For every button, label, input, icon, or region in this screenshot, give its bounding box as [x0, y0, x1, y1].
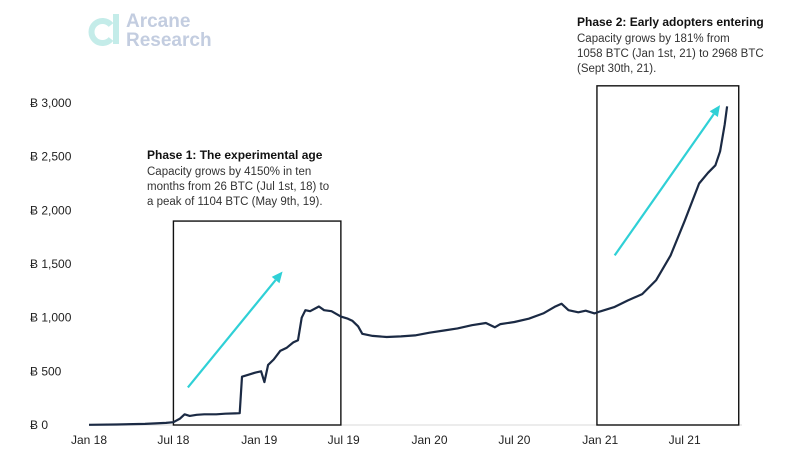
x-tick-label: Jul 18: [157, 433, 189, 447]
y-tick-label: Ƀ 1,000: [30, 311, 72, 325]
y-tick-label: Ƀ 0: [30, 418, 48, 432]
phase1-line1: Capacity grows by 4150% in ten: [147, 166, 311, 178]
phase1-box: [172, 220, 342, 426]
y-tick-label: Ƀ 2,500: [30, 150, 72, 164]
x-tick-label: Jul 20: [498, 433, 530, 447]
x-axis: Jan 18 Jul 18 Jan 19 Jul 19 Jan 20 Jul 20 Jan …: [71, 424, 742, 447]
phase1-line2: months from 26 BTC (Jul 1st, 18) to: [147, 181, 329, 193]
phase2-annotation: Phase 2: Early adopters entering Capacit…: [577, 15, 764, 75]
x-tick-label: Jul 21: [669, 433, 701, 447]
x-tick-label: Jan 21: [582, 433, 618, 447]
y-tick-label: Ƀ 3,000: [30, 96, 72, 110]
logo-mark-icon: [88, 18, 114, 46]
capacity-series-line: [88, 106, 729, 426]
logo-text-line1: Arcane: [126, 11, 190, 32]
y-tick-label: Ƀ 500: [30, 364, 62, 378]
annotation-boxes: [172, 85, 740, 426]
phase2-title: Phase 2: Early adopters entering: [577, 15, 764, 29]
phase1-line3: a peak of 1104 BTC (May 9th, 19).: [147, 196, 323, 208]
y-tick-label: Ƀ 1,500: [30, 257, 72, 271]
phase2-line3: (Sept 30th, 21).: [577, 63, 656, 75]
phase1-title: Phase 1: The experimental age: [147, 148, 323, 162]
phase2-arrow-head-icon: [709, 105, 721, 118]
phase2-line1: Capacity grows by 181% from: [577, 33, 730, 45]
phase2-box: [596, 85, 740, 426]
logo-mark-bar: [113, 14, 119, 44]
x-tick-label: Jul 19: [328, 433, 360, 447]
x-tick-label: Jan 18: [71, 433, 107, 447]
trend-arrows: [187, 105, 721, 389]
phase1-arrow-shaft: [187, 279, 277, 389]
phase1-arrow-head-icon: [271, 271, 283, 284]
x-tick-label: Jan 20: [411, 433, 447, 447]
x-tick-label: Jan 19: [241, 433, 277, 447]
y-tick-label: Ƀ 2,000: [30, 203, 72, 217]
phase2-line2: 1058 BTC (Jan 1st, 21) to 2968 BTC: [577, 48, 764, 60]
logo-text-line2: Research: [126, 30, 212, 51]
y-axis: Ƀ 0 Ƀ 500 Ƀ 1,000 Ƀ 1,500 Ƀ 2,000 Ƀ 2,500 Ƀ 3,…: [30, 96, 72, 432]
phase1-annotation: Phase 1: The experimental age Capacity g…: [147, 148, 329, 208]
arcane-research-logo: Arcane Research: [88, 11, 212, 51]
phase2-arrow-shaft: [613, 113, 715, 257]
